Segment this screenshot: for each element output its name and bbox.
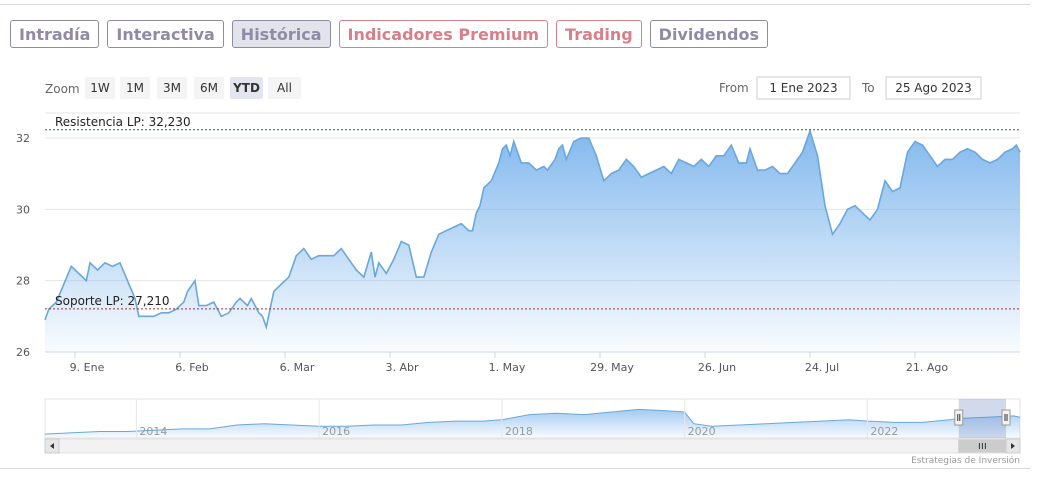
to-date-box[interactable] [885,76,982,100]
scroll-right-button[interactable] [1005,438,1021,454]
navigator-year-label: 2014 [139,425,167,438]
y-tick-label: 30 [16,203,30,216]
tab-indicadores-premium[interactable]: Indicadores Premium [338,20,549,48]
zoom-button-6m[interactable]: 6M [194,77,224,99]
zoom-button-ytd[interactable]: YTD [230,77,263,99]
scroll-left-button[interactable] [44,438,60,454]
bottom-divider [0,468,1030,469]
x-tick-label: 6. Mar [280,361,315,374]
tab-interactiva[interactable]: Interactiva [107,20,224,48]
svg-text:All: All [277,81,292,95]
scroll-thumb[interactable] [958,439,1007,453]
to-date-input[interactable]: 25 Ago 2023 [895,81,972,95]
tab-historica[interactable]: Histórica [231,20,331,48]
y-tick-label: 28 [16,275,30,288]
navigator-scrollbar[interactable] [44,438,1021,454]
tab-dividendos[interactable]: Dividendos [649,20,768,48]
navigator-year-label: 2020 [688,425,716,438]
y-tick-label: 26 [16,346,30,359]
from-label: From [719,81,749,95]
tab-bar: Intradía Interactiva Histórica Indicador… [10,20,768,48]
chart-credit: Estrategias de Inversión [911,455,1020,466]
navigator-line [44,408,1021,435]
to-label: To [861,81,875,95]
top-divider [0,4,1030,5]
navigator-year-label: 2022 [870,425,898,438]
zoom-button-all[interactable]: All [268,77,301,99]
zoom-button-3m[interactable]: 3M [157,77,187,99]
tab-trading[interactable]: Trading [556,20,642,48]
price-line [44,128,1021,330]
svg-text:YTD: YTD [232,81,260,95]
navigator-year-label: 2016 [322,425,350,438]
zoom-button-1m[interactable]: 1M [120,77,150,99]
x-tick-label: 9. Ene [70,361,105,374]
x-tick-label: 24. Jul [805,361,839,374]
from-date-box[interactable] [756,76,851,100]
x-tick-label: 1. May [489,361,526,374]
from-date-input[interactable]: 1 Ene 2023 [769,81,837,95]
x-tick-label: 6. Feb [175,361,208,374]
y-tick-label: 32 [16,132,30,145]
navigator-handle-right[interactable] [1001,409,1011,426]
x-tick-label: 21. Ago [906,361,948,374]
x-tick-label: 26. Jun [698,361,736,374]
x-tick-label: 29. May [590,361,634,374]
navigator-year-label: 2018 [505,425,533,438]
tab-intradia[interactable]: Intradía [10,20,100,48]
support-label: Soporte LP: 27,210 [55,294,170,308]
navigator-selection[interactable] [958,399,1006,438]
svg-text:1M: 1M [126,81,144,95]
svg-text:1W: 1W [90,81,110,95]
navigator-area [45,409,1020,438]
zoom-button-1w[interactable]: 1W [85,77,115,99]
resistance-label: Resistencia LP: 32,230 [55,115,191,129]
x-tick-label: 3. Abr [385,361,418,374]
price-area [45,130,1020,352]
svg-text:6M: 6M [200,81,218,95]
svg-text:3M: 3M [163,81,181,95]
zoom-label: Zoom [45,82,80,96]
navigator-handle-left[interactable] [954,409,964,426]
